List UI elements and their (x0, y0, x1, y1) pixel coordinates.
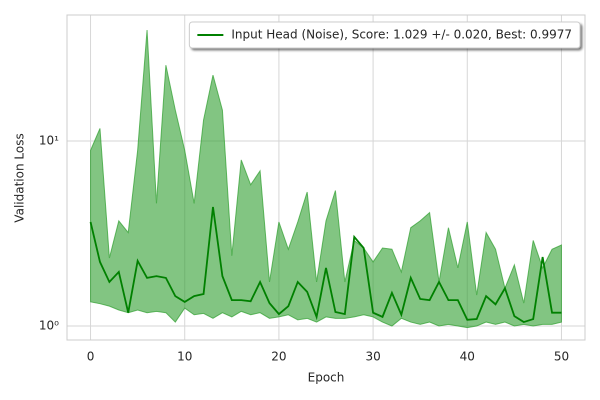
y-axis-label: Validation Loss (13, 133, 27, 222)
x-tick-label: 40 (460, 350, 475, 364)
legend-box (188, 21, 581, 49)
line (89, 206, 562, 324)
y-tick-label: 10⁰ (39, 318, 59, 332)
x-tick-label: 10 (177, 350, 192, 364)
x-tick-label: 50 (554, 350, 569, 364)
y-tick-label: 10¹ (39, 134, 59, 148)
x-tick-label: 30 (365, 350, 380, 364)
x-tick-label: 20 (271, 350, 286, 364)
x-axis-label: Epoch (308, 371, 345, 385)
legend-label: Input Head (Noise), Score: 1.029 +/- 0.0… (231, 28, 572, 42)
legend: Input Head (Noise), Score: 1.029 +/- 0.0… (188, 21, 581, 49)
plot-border (66, 14, 586, 341)
x-tick-label: 0 (87, 350, 95, 364)
